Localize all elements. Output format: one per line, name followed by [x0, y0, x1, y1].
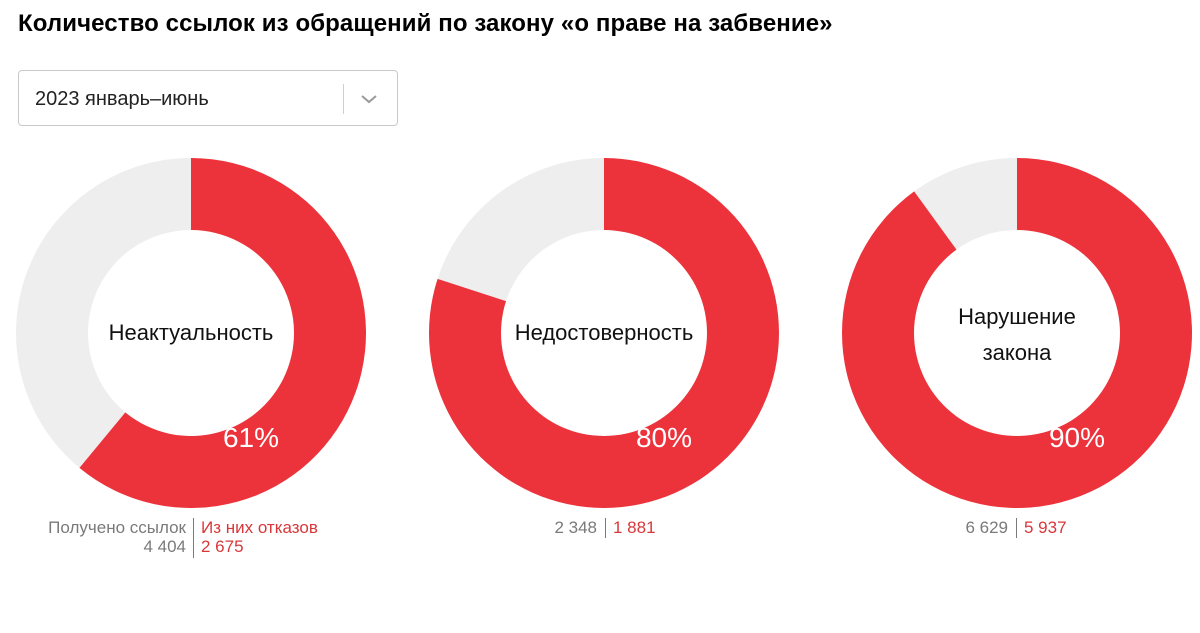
donut-percent-label: 80%: [636, 422, 692, 453]
period-select-value: 2023 январь–июнь: [35, 88, 209, 110]
refused-value: 1 881: [613, 518, 656, 537]
received-column: Получено ссылок 4 404: [0, 518, 186, 556]
donut-label-line: Неактуальность: [108, 320, 274, 345]
donut-rest-segment: [16, 158, 191, 468]
received-value: 2 348: [554, 518, 597, 537]
select-divider: [343, 84, 344, 114]
refused-value: 5 937: [1024, 518, 1067, 537]
donut-chart-law-violation: 90%: [842, 158, 1192, 508]
chart-title: Количество ссылок из обращений по закону…: [18, 10, 833, 37]
received-header: Получено ссылок: [48, 518, 186, 537]
refused-header: Из них отказов: [201, 518, 318, 537]
donut-rest-segment: [437, 158, 604, 302]
donut-center-label: Недостоверность: [464, 315, 744, 351]
donut-refusal-segment: [429, 158, 779, 508]
refused-value: 2 675: [201, 537, 244, 556]
donut-chart-irrelevance: 61%: [16, 158, 366, 508]
donut-rest-segment: [914, 158, 1017, 250]
donut-percent-label: 61%: [223, 422, 279, 453]
donut-percent-label: 90%: [1049, 422, 1105, 453]
received-value: 6 629: [965, 518, 1008, 537]
stats-divider: [1016, 518, 1017, 538]
refused-column: Из них отказов 2 675: [201, 518, 318, 556]
period-select[interactable]: 2023 январь–июнь: [18, 70, 398, 126]
chevron-down-icon[interactable]: [357, 87, 381, 111]
donut-label-line: закона: [982, 340, 1052, 365]
stats-divider: [605, 518, 606, 538]
donut-refusal-segment: [79, 158, 366, 508]
donut-refusal-segment: [842, 158, 1192, 508]
donut-label-line: Нарушение: [958, 304, 1076, 329]
donut-center-label: Нарушение закона: [877, 299, 1157, 371]
stats-divider: [193, 518, 194, 558]
received-value: 4 404: [143, 537, 186, 556]
donut-chart-unreliability: 80%: [429, 158, 779, 508]
donut-center-label: Неактуальность: [51, 315, 331, 351]
donut-label-line: Недостоверность: [514, 320, 694, 345]
